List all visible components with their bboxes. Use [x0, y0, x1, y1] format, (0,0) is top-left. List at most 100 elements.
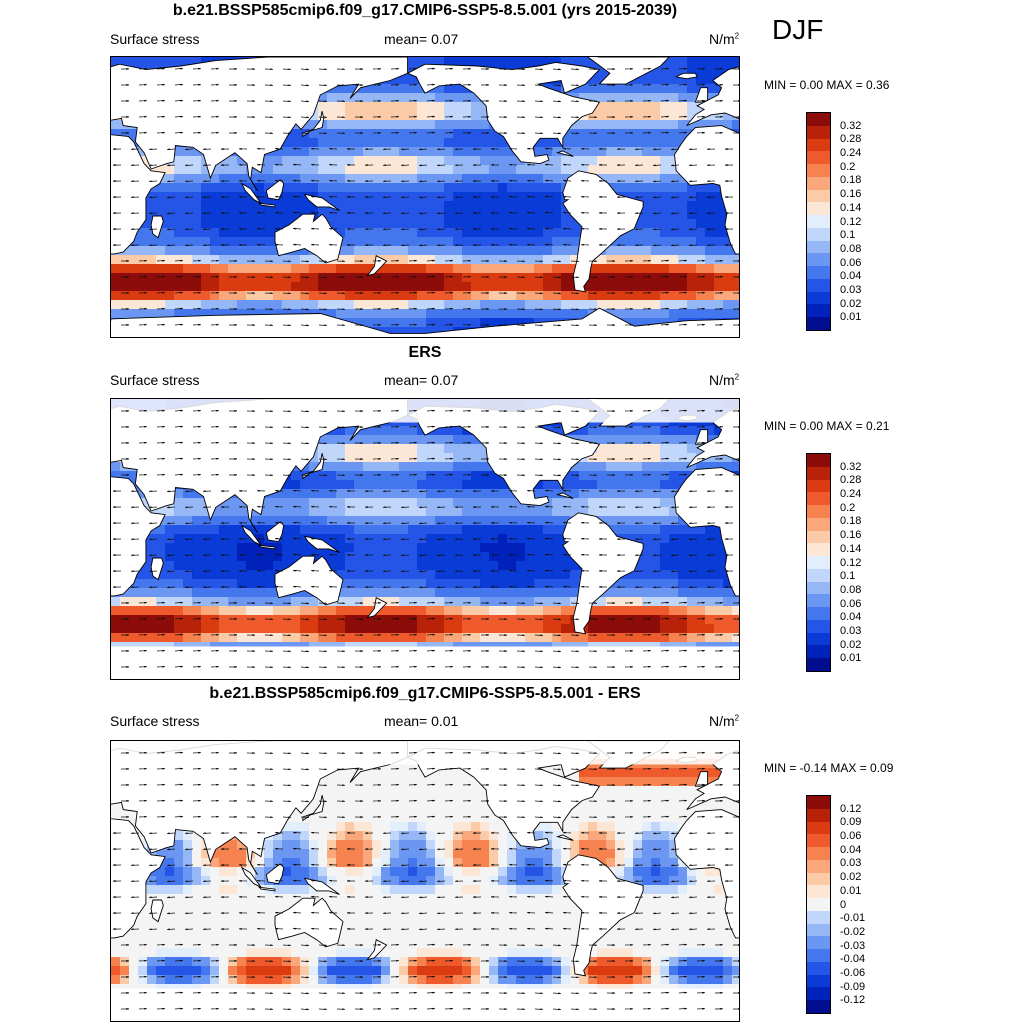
vector-arrow: [293, 521, 302, 524]
vector-arrow: [653, 196, 662, 199]
vector-arrow: [570, 292, 579, 295]
vector-arrow: [167, 912, 176, 915]
vector-arrow: [149, 506, 158, 509]
vector-arrow: [401, 522, 410, 525]
vector-arrow: [598, 832, 608, 834]
vector-arrow: [642, 441, 652, 444]
vector-arrow: [311, 537, 320, 540]
colorbar-tick-label: 0.06: [840, 830, 862, 843]
vector-arrow: [318, 1008, 327, 1011]
vector-arrow: [508, 927, 518, 930]
vector-arrow: [354, 458, 364, 460]
colorbar-swatch: [807, 821, 830, 835]
vector-arrow: [390, 665, 400, 668]
colorbar-tick-label: 0.16: [840, 188, 862, 201]
vector-arrow: [634, 506, 644, 509]
vector-arrow: [444, 115, 453, 118]
vector-arrow: [642, 425, 652, 428]
colorbar-swatch: [807, 594, 830, 608]
vector-arrow: [498, 800, 508, 803]
panel-3-variable: Surface stress: [110, 713, 200, 729]
vector-arrow: [346, 832, 356, 834]
vector-arrow: [516, 960, 526, 963]
vector-arrow: [490, 147, 500, 150]
vector-arrow: [174, 323, 183, 326]
vector-arrow: [372, 784, 382, 786]
vector-arrow: [138, 783, 148, 786]
vector-arrow: [732, 308, 739, 310]
colorbar-tick-label: 0.18: [840, 515, 862, 528]
vector-arrow: [678, 751, 687, 754]
vector-arrow: [588, 260, 597, 263]
vector-arrow: [174, 99, 183, 102]
vector-arrow: [419, 880, 428, 883]
vector-arrow: [328, 569, 338, 572]
vector-arrow: [293, 569, 302, 572]
colorbar-swatch: [807, 859, 830, 873]
vector-arrow: [264, 100, 274, 103]
vector-arrow: [732, 650, 739, 652]
colorbar-tick-label: 0.12: [840, 802, 862, 815]
vector-arrow: [724, 848, 734, 850]
vector-arrow: [138, 799, 148, 802]
vector-arrow: [598, 554, 608, 556]
vector-arrow: [112, 864, 122, 866]
vector-arrow: [354, 634, 364, 636]
vector-arrow: [192, 323, 201, 326]
colorbar-tick-label: 0.06: [840, 256, 862, 269]
vector-arrow: [588, 84, 597, 87]
vector-arrow: [246, 260, 256, 262]
vector-arrow: [354, 410, 364, 412]
vector-arrow: [228, 784, 238, 786]
vector-arrow: [346, 180, 356, 182]
vector-arrow: [534, 1008, 543, 1011]
vector-arrow: [678, 67, 687, 70]
vector-arrow: [678, 617, 687, 620]
vector-arrow: [689, 490, 698, 493]
vector-arrow: [264, 1008, 274, 1011]
vector-arrow: [372, 276, 382, 278]
vector-arrow: [228, 116, 238, 118]
vector-arrow: [480, 960, 490, 962]
vector-arrow: [689, 832, 698, 835]
vector-arrow: [408, 441, 417, 444]
vector-arrow: [527, 195, 536, 198]
vector-arrow: [246, 308, 256, 310]
vector-arrow: [444, 991, 453, 994]
vector-arrow: [354, 116, 364, 118]
vector-arrow: [552, 666, 561, 669]
vector-arrow: [616, 896, 626, 899]
vector-arrow: [120, 944, 130, 946]
vector-arrow: [419, 522, 428, 525]
vector-arrow: [364, 196, 374, 198]
vector-arrow: [346, 244, 356, 246]
vector-arrow: [401, 538, 410, 541]
vector-arrow: [149, 832, 158, 835]
vector-arrow: [490, 243, 500, 246]
vector-arrow: [210, 633, 220, 636]
vector-arrow: [202, 586, 212, 589]
vector-arrow: [545, 585, 554, 588]
vector-arrow: [588, 308, 597, 311]
vector-arrow: [174, 649, 183, 652]
vector-arrow: [246, 618, 256, 620]
vector-arrow: [408, 275, 417, 278]
vector-arrow: [490, 879, 500, 882]
vector-arrow: [167, 228, 176, 231]
vector-arrow: [490, 585, 500, 588]
vector-arrow: [311, 195, 320, 198]
vector-arrow: [707, 228, 716, 231]
vector-arrow: [202, 164, 212, 167]
vector-arrow: [318, 992, 327, 995]
vector-arrow: [660, 409, 669, 412]
vector-arrow: [408, 307, 417, 310]
vector-arrow: [606, 768, 616, 770]
vector-arrow: [264, 784, 274, 787]
vector-arrow: [174, 815, 183, 818]
coastline: [694, 87, 709, 103]
vector-arrow: [696, 601, 705, 604]
vector-arrow: [437, 164, 446, 167]
vector-arrow: [156, 649, 165, 652]
vector-arrow: [293, 243, 302, 246]
vector-arrow: [293, 927, 302, 930]
